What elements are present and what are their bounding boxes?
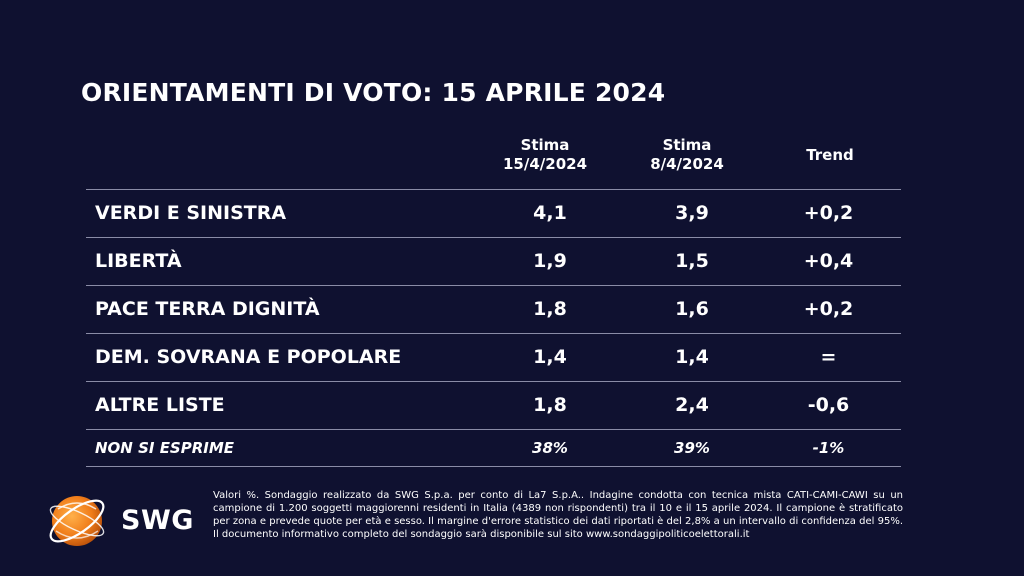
swg-globe-icon — [49, 496, 105, 546]
table-row: PACE TERRA DIGNITÀ 1,8 1,6 +0,2 — [86, 285, 901, 333]
previous-value: 3,9 — [675, 202, 709, 224]
table-row: ALTRE LISTE 1,8 2,4 -0,6 — [86, 381, 901, 429]
current-value: 1,8 — [533, 298, 567, 320]
party-name: VERDI E SINISTRA — [95, 202, 287, 224]
table-row: VERDI E SINISTRA 4,1 3,9 +0,2 — [86, 189, 901, 237]
previous-value: 2,4 — [675, 394, 709, 416]
trend-value: = — [820, 346, 837, 368]
header-current-label: Stima — [520, 136, 570, 154]
current-value: 38% — [532, 439, 568, 457]
current-value: 4,1 — [533, 202, 567, 224]
header-current-date: 15/4/2024 — [502, 155, 588, 173]
table-row: LIBERTÀ 1,9 1,5 +0,4 — [86, 237, 901, 285]
party-name: PACE TERRA DIGNITÀ — [95, 298, 320, 320]
header-trend: Trend — [806, 146, 854, 164]
trend-value: +0,2 — [803, 202, 854, 224]
trend-value: -1% — [812, 439, 845, 457]
party-name: DEM. SOVRANA E POPOLARE — [95, 346, 402, 368]
trend-value: -0,6 — [807, 394, 850, 416]
previous-value: 1,6 — [675, 298, 709, 320]
current-value: 1,8 — [533, 394, 567, 416]
party-name: ALTRE LISTE — [95, 394, 225, 416]
trend-value: +0,4 — [803, 250, 854, 272]
previous-value: 1,5 — [675, 250, 709, 272]
party-name: LIBERTÀ — [95, 250, 182, 272]
current-value: 1,4 — [533, 346, 567, 368]
trend-value: +0,2 — [803, 298, 854, 320]
party-name: NON SI ESPRIME — [95, 439, 235, 457]
header-previous-estimate: Stima 8/4/2024 — [612, 136, 762, 174]
table-row: DEM. SOVRANA E POPOLARE 1,4 1,4 = — [86, 333, 901, 381]
results-table: VERDI E SINISTRA 4,1 3,9 +0,2 LIBERTÀ 1,… — [86, 189, 901, 467]
logo-text: SWG — [121, 505, 194, 536]
previous-value: 1,4 — [675, 346, 709, 368]
header-current-estimate: Stima 15/4/2024 — [470, 136, 620, 174]
header-previous-date: 8/4/2024 — [650, 155, 724, 173]
page-title: ORIENTAMENTI DI VOTO: 15 APRILE 2024 — [81, 78, 666, 107]
table-row-non-esprime: NON SI ESPRIME 38% 39% -1% — [86, 429, 901, 467]
previous-value: 39% — [674, 439, 710, 457]
header-previous-label: Stima — [662, 136, 712, 154]
methodology-note: Valori %. Sondaggio realizzato da SWG S.… — [213, 490, 903, 540]
current-value: 1,9 — [533, 250, 567, 272]
